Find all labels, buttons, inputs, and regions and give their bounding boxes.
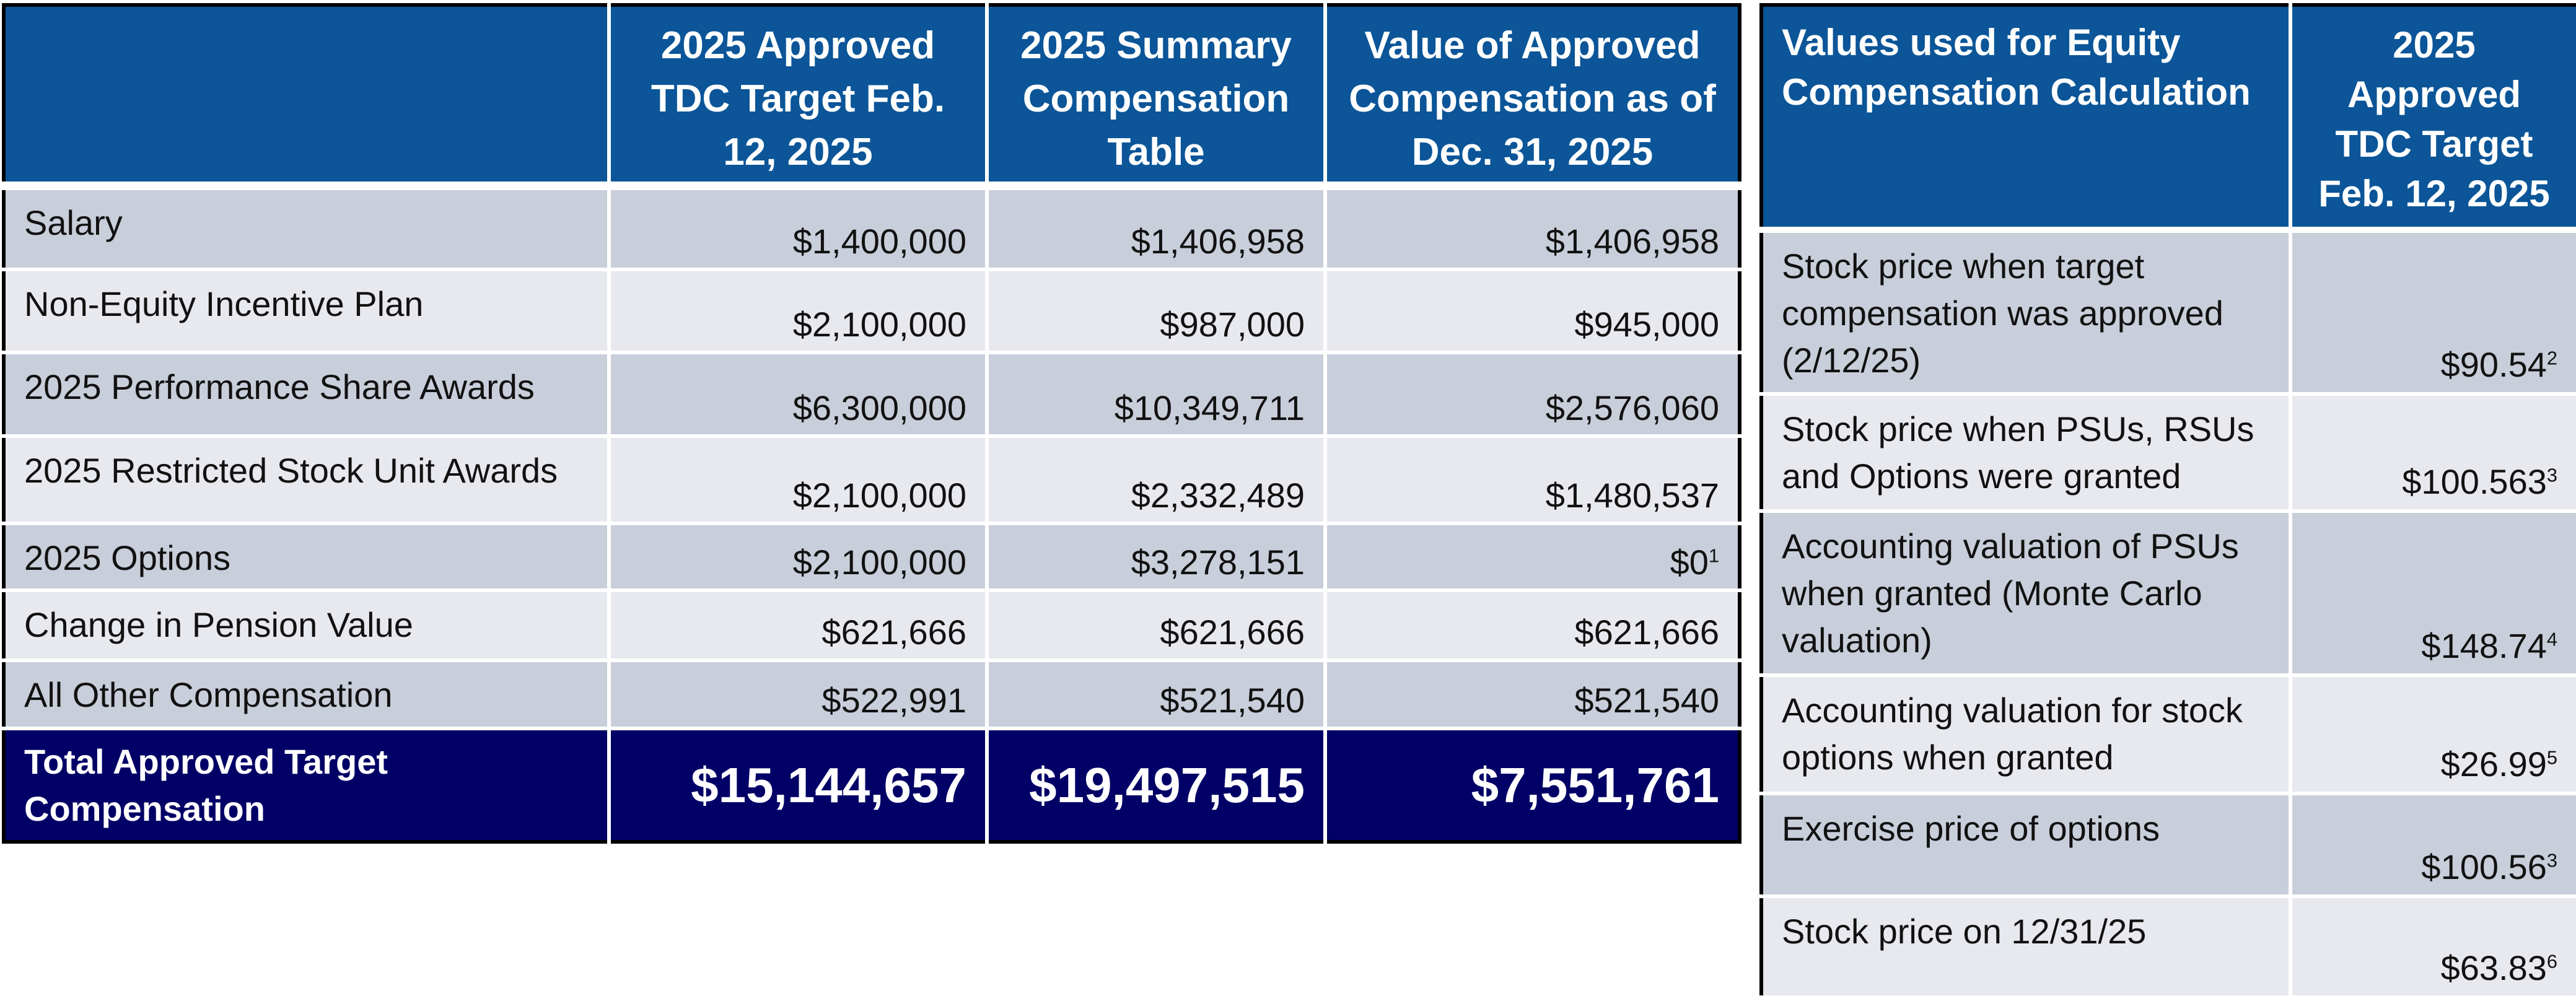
row-label: Exercise price of options	[1761, 793, 2292, 899]
table-row: Accounting valuation for stock options w…	[1761, 675, 2576, 795]
footnote-marker: 3	[2546, 849, 2557, 872]
row-label: 2025 Options	[4, 523, 611, 593]
row-value: $100.563	[2290, 793, 2576, 899]
approved-value: $6,300,000	[609, 352, 989, 439]
table-row: All Other Compensation $522,991 $521,540…	[4, 660, 1740, 731]
summary-value: $987,000	[987, 269, 1327, 355]
total-row: Total Approved Target Compensation $15,1…	[4, 728, 1740, 842]
footnote-marker: 4	[2546, 628, 2557, 650]
footnote-marker: 1	[1708, 544, 1719, 567]
equity-header-row: Values used for Equity Compensation Calc…	[1761, 5, 2576, 234]
approved-value: $522,991	[609, 660, 989, 731]
row-label: Stock price when PSUs, RSUs and Options …	[1761, 394, 2292, 514]
dec31-value: $521,540	[1325, 660, 1740, 731]
equity-values-table: Values used for Equity Compensation Calc…	[1759, 3, 2576, 999]
row-label: Non-Equity Incentive Plan	[4, 269, 611, 355]
dec31-value: $2,576,060	[1325, 352, 1740, 439]
row-label: Salary	[4, 186, 611, 271]
dec31-value: $1,406,958	[1325, 186, 1740, 271]
row-label: Accounting valuation of PSUs when grante…	[1761, 511, 2292, 678]
row-value: $26.995	[2290, 675, 2576, 795]
approved-value: $2,100,000	[609, 523, 989, 593]
footnote-marker: 3	[2546, 464, 2557, 486]
table-row: Non-Equity Incentive Plan $2,100,000 $98…	[4, 269, 1740, 355]
approved-value: $1,400,000	[609, 186, 989, 271]
dec31-value: $621,666	[1325, 590, 1740, 662]
compensation-table: 2025 Approved TDC Target Feb. 12, 2025 2…	[2, 3, 1741, 844]
header-approved-tdc-target: 2025 Approved TDC Target Feb. 12, 2025	[2290, 5, 2576, 234]
total-approved: $15,144,657	[609, 728, 989, 842]
row-value: $63.836	[2290, 896, 2576, 999]
header-summary-comp-table: 2025 Summary Compensation Table	[987, 5, 1327, 191]
table-row: 2025 Restricted Stock Unit Awards $2,100…	[4, 436, 1740, 525]
footnote-marker: 6	[2546, 950, 2557, 973]
summary-value: $621,666	[987, 590, 1327, 662]
row-label: 2025 Restricted Stock Unit Awards	[4, 436, 611, 525]
table-row: 2025 Performance Share Awards $6,300,000…	[4, 352, 1740, 439]
summary-value: $3,278,151	[987, 523, 1327, 593]
table-row: Salary $1,400,000 $1,406,958 $1,406,958	[4, 186, 1740, 271]
approved-value: $2,100,000	[609, 269, 989, 355]
table-row: Accounting valuation of PSUs when grante…	[1761, 511, 2576, 678]
table-row: Stock price when target compensation was…	[1761, 230, 2576, 396]
header-equity-values: Values used for Equity Compensation Calc…	[1761, 5, 2292, 234]
row-label: 2025 Performance Share Awards	[4, 352, 611, 439]
row-label: All Other Compensation	[4, 660, 611, 731]
header-blank	[4, 5, 611, 191]
row-label: Accounting valuation for stock options w…	[1761, 675, 2292, 795]
row-value: $148.744	[2290, 511, 2576, 678]
compensation-header-row: 2025 Approved TDC Target Feb. 12, 2025 2…	[4, 5, 1740, 191]
header-value-approved-comp: Value of Approved Compensation as of Dec…	[1325, 5, 1740, 191]
summary-value: $521,540	[987, 660, 1327, 731]
table-row: Stock price on 12/31/25 $63.836	[1761, 896, 2576, 999]
summary-value: $1,406,958	[987, 186, 1327, 271]
row-label: Change in Pension Value	[4, 590, 611, 662]
total-label: Total Approved Target Compensation	[4, 728, 611, 842]
row-value: $100.5633	[2290, 394, 2576, 514]
header-approved-tdc-target: 2025 Approved TDC Target Feb. 12, 2025	[609, 5, 989, 191]
dec31-value: $1,480,537	[1325, 436, 1740, 525]
row-label: Stock price on 12/31/25	[1761, 896, 2292, 999]
dec31-value: $945,000	[1325, 269, 1740, 355]
total-summary: $19,497,515	[987, 728, 1327, 842]
table-row: Exercise price of options $100.563	[1761, 793, 2576, 899]
table-row: 2025 Options $2,100,000 $3,278,151 $01	[4, 523, 1740, 593]
approved-value: $2,100,000	[609, 436, 989, 525]
footnote-marker: 5	[2546, 746, 2557, 769]
summary-value: $2,332,489	[987, 436, 1327, 525]
table-row: Change in Pension Value $621,666 $621,66…	[4, 590, 1740, 662]
footnote-marker: 2	[2546, 347, 2557, 369]
summary-value: $10,349,711	[987, 352, 1327, 439]
approved-value: $621,666	[609, 590, 989, 662]
row-value: $90.542	[2290, 230, 2576, 396]
total-dec31: $7,551,761	[1325, 728, 1740, 842]
row-label: Stock price when target compensation was…	[1761, 230, 2292, 396]
dec31-value: $01	[1325, 523, 1740, 593]
table-row: Stock price when PSUs, RSUs and Options …	[1761, 394, 2576, 514]
